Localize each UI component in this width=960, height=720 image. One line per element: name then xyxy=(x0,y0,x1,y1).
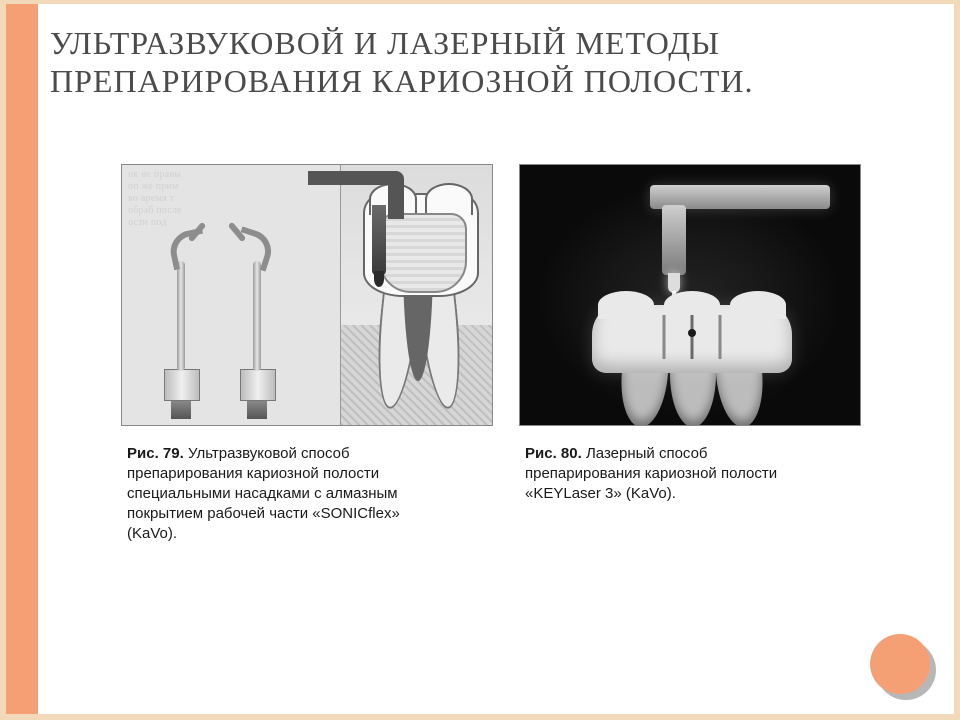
figure-a-label: Рис. 79. xyxy=(127,445,184,462)
laser-tip xyxy=(668,273,680,293)
figure-a: ок не правыоп же примво время тобраб пос… xyxy=(121,164,493,544)
figure-a-caption: Рис. 79. Ультразвуковой способ препариро… xyxy=(127,444,427,544)
bleedthrough-text-left: ок не правыоп же примво время тобраб пос… xyxy=(128,169,288,229)
handpiece-probe xyxy=(308,171,404,289)
slide-title: УЛЬТРАЗВУКОВОЙ И ЛАЗЕРНЫЙ МЕТОДЫ ПРЕПАРИ… xyxy=(50,24,930,100)
laser-column xyxy=(662,205,686,275)
figures-row: ок не правыоп же примво время тобраб пос… xyxy=(121,164,891,544)
figure-b-caption: Рис. 80. Лазерный способ препарирования … xyxy=(525,444,785,504)
figure-a-image: ок не правыоп же примво время тобраб пос… xyxy=(121,164,493,426)
slide-panel: УЛЬТРАЗВУКОВОЙ И ЛАЗЕРНЫЙ МЕТОДЫ ПРЕПАРИ… xyxy=(6,4,954,714)
figure-b: Рис. 80. Лазерный способ препарирования … xyxy=(519,164,861,544)
molar xyxy=(592,305,792,423)
figure-b-image xyxy=(519,164,861,426)
accent-bar xyxy=(6,4,38,714)
figure-b-label: Рис. 80. xyxy=(525,445,582,462)
corner-disc xyxy=(870,634,930,694)
